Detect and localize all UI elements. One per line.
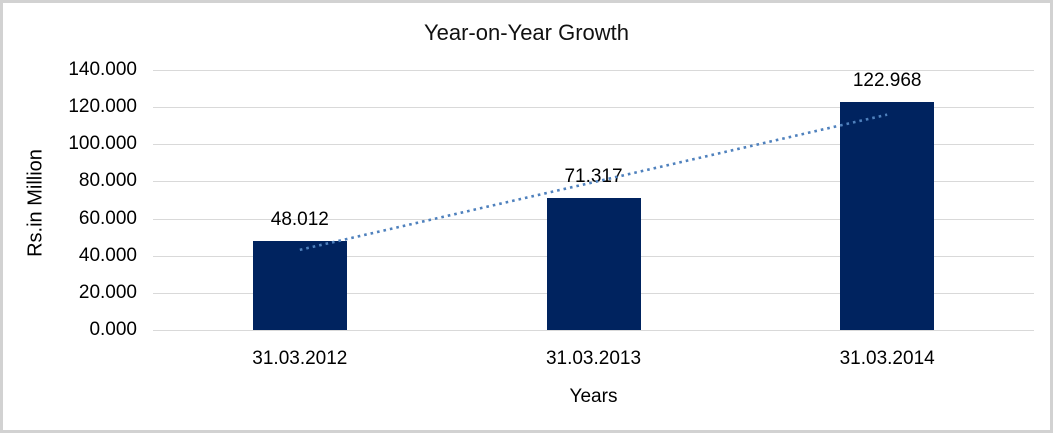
bar	[252, 240, 347, 330]
bar	[546, 197, 641, 330]
bar	[840, 101, 935, 330]
y-tick-label: 140.000	[68, 59, 137, 80]
gridline	[153, 70, 1034, 71]
bar-data-label: 122.968	[852, 69, 922, 91]
y-tick-label: 120.000	[68, 96, 137, 118]
x-tick-label: 31.03.2013	[545, 348, 642, 369]
y-tick-label: 80.000	[78, 170, 137, 192]
chart-title: Year-on-Year Growth	[423, 20, 630, 45]
bar-data-label: 48.012	[270, 208, 329, 230]
x-axis-title: Years	[569, 386, 618, 407]
y-tick-label: 100.000	[68, 133, 137, 155]
x-tick-label: 31.03.2014	[839, 348, 935, 369]
y-tick-label: 20.000	[78, 281, 137, 303]
gridline	[153, 107, 1034, 109]
bar-data-label: 71.317	[564, 165, 623, 187]
y-tick-label: 60.000	[78, 207, 137, 229]
gridline	[153, 330, 1034, 331]
y-axis-title: Rs.in Million	[24, 149, 47, 257]
y-tick-label: 0.000	[89, 319, 137, 340]
y-tick-label: 40.000	[78, 244, 137, 266]
x-tick-label: 31.03.2012	[252, 348, 348, 369]
